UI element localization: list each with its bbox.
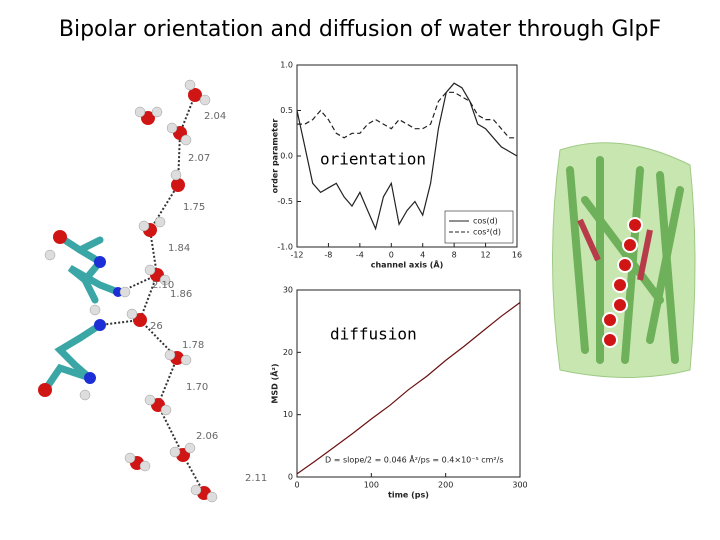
- legend-box: [444, 210, 514, 244]
- x-axis-label: time (ps): [388, 491, 429, 500]
- y-tick-label: 0: [288, 473, 293, 482]
- distance-label: 2.07: [188, 153, 210, 164]
- x-tick-label: 300: [512, 481, 527, 490]
- y-tick-label: 30: [283, 286, 293, 295]
- overlay-label: diffusion: [330, 325, 417, 344]
- y-tick-label: -1.0: [277, 243, 293, 252]
- distance-label: 2.04: [204, 111, 226, 122]
- y-tick-label: 10: [283, 410, 293, 419]
- y-tick-label: 20: [283, 348, 293, 357]
- data-line: [297, 91, 517, 139]
- chart-annotation: D = slope/2 = 0.046 Å²/ps = 0.4×10⁻⁵ cm²…: [325, 454, 504, 465]
- x-tick-label: -4: [356, 251, 364, 260]
- x-tick-label: 12: [480, 251, 490, 260]
- x-axis-label: channel axis (Å): [371, 260, 444, 270]
- y-tick-label: 1.0: [280, 61, 293, 70]
- plot-frame: [296, 289, 521, 478]
- slide-title: Bipolar orientation and diffusion of wat…: [59, 17, 661, 42]
- y-axis-label: order parameter: [271, 119, 280, 194]
- molecule-illustration: [38, 79, 218, 503]
- distance-label: 2.11: [245, 473, 267, 484]
- x-tick-label: 16: [512, 251, 522, 260]
- data-line: [296, 302, 521, 475]
- x-tick-label: 100: [364, 481, 379, 490]
- y-axis-label: MSD (Å²): [270, 363, 280, 403]
- protein-illustration: [552, 142, 696, 378]
- distance-label: 1.75: [183, 202, 205, 213]
- y-tick-label: 0.0: [280, 152, 293, 161]
- legend-label: cos²(d): [473, 228, 501, 237]
- distance-label: 1.86: [170, 289, 192, 300]
- y-tick-label: -0.5: [277, 197, 293, 206]
- distance-label: 26: [150, 321, 163, 332]
- distance-label: 2.06: [196, 431, 218, 442]
- x-tick-label: 8: [452, 251, 457, 260]
- x-tick-label: 200: [438, 481, 453, 490]
- distance-label: 1.78: [182, 340, 204, 351]
- x-tick-label: 0: [389, 251, 394, 260]
- x-tick-label: 0: [294, 481, 299, 490]
- distance-label: 1.70: [186, 382, 208, 393]
- x-tick-label: -8: [324, 251, 332, 260]
- y-tick-label: 0.5: [280, 106, 293, 115]
- overlay-label: orientation: [320, 150, 426, 169]
- x-tick-label: 4: [420, 251, 425, 260]
- distance-label: 2.10: [152, 280, 174, 291]
- legend-label: cos(d): [473, 217, 498, 226]
- x-tick-label: -12: [290, 251, 303, 260]
- distance-label: 1.84: [168, 243, 190, 254]
- data-line: [296, 82, 518, 231]
